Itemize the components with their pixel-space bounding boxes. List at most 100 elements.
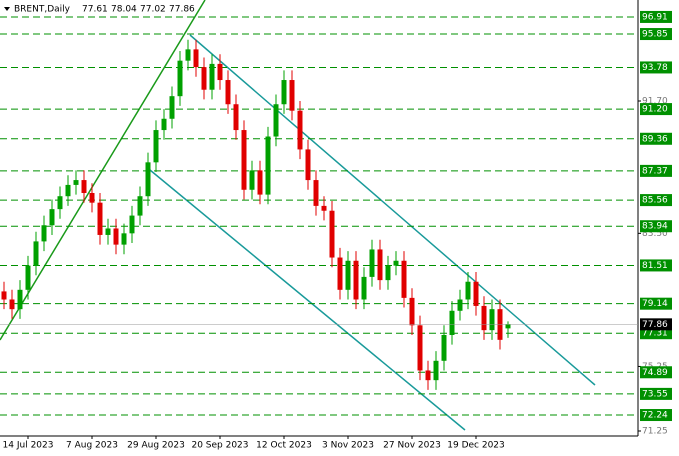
candle-body [329, 210, 335, 258]
level-box [640, 194, 672, 207]
channel-lower [149, 169, 466, 431]
level-box [640, 28, 672, 41]
candle-body [313, 180, 319, 206]
candle-body [273, 104, 279, 137]
candle-body [113, 228, 119, 245]
candle-body [65, 184, 71, 197]
candle-body [121, 233, 127, 245]
level-label: 89.36 [642, 134, 668, 144]
candle-body [73, 180, 79, 185]
candle-body [177, 60, 183, 97]
level-label: 83.94 [642, 222, 668, 232]
level-box [640, 103, 672, 116]
x-tick-label: 14 Jul 2023 [3, 441, 54, 451]
level-box [640, 366, 672, 379]
y-tick-label: 71.25 [642, 426, 668, 436]
candle-body [9, 299, 15, 310]
candle-body [417, 325, 423, 371]
candle-body [377, 249, 383, 281]
candle-body [33, 241, 39, 266]
candle-body [217, 63, 223, 81]
candle-body [489, 309, 495, 331]
candle-body [209, 63, 215, 90]
level-label: 74.89 [642, 368, 668, 378]
candle-body [361, 276, 367, 300]
candle-body [337, 257, 343, 290]
level-label: 77.31 [642, 329, 668, 339]
candle-body [169, 96, 175, 119]
level-box [640, 387, 672, 400]
candle-body [145, 162, 151, 197]
candle-body [129, 215, 135, 234]
header-close: 77.86 [169, 5, 195, 15]
candle-body [185, 49, 191, 61]
level-label: 79.14 [642, 299, 668, 309]
candle-body [457, 299, 463, 311]
level-label: 93.78 [642, 63, 668, 73]
candle-body [289, 80, 295, 111]
candle-body [241, 130, 247, 190]
candle-body [433, 360, 439, 381]
candle-body [265, 136, 271, 195]
candle-body [441, 334, 447, 361]
level-box [640, 132, 672, 145]
menu-arrow [4, 7, 10, 11]
candle-body [465, 281, 471, 300]
candle-body [105, 228, 111, 235]
candle-body [353, 260, 359, 300]
candle-body [409, 297, 415, 326]
level-box [640, 297, 672, 310]
level-label: 95.85 [642, 30, 668, 40]
header-open: 77.61 [82, 5, 108, 15]
level-label: 72.24 [642, 411, 668, 421]
candle-body [81, 180, 87, 193]
candle-body [305, 149, 311, 181]
candle-body [97, 202, 103, 235]
level-box [640, 259, 672, 272]
level-label: 87.37 [642, 166, 668, 176]
level-label: 81.51 [642, 261, 668, 271]
candle-body [473, 281, 479, 306]
candle-body [89, 192, 95, 203]
x-tick-label: 19 Dec 2023 [447, 441, 505, 451]
y-tick-label: 91.70 [642, 97, 668, 107]
level-box [640, 220, 672, 233]
level-label: 73.55 [642, 389, 668, 399]
candle-body [233, 104, 239, 131]
header-high: 78.04 [111, 5, 137, 15]
candle-body [17, 289, 23, 310]
candle-body [249, 170, 255, 190]
x-tick-label: 7 Aug 2023 [66, 441, 118, 451]
level-box [640, 409, 672, 422]
candle-body [161, 118, 167, 131]
candle-body [137, 196, 143, 216]
uptrend-line [0, 0, 206, 341]
candle-body [49, 209, 55, 226]
candle-body [1, 291, 7, 300]
candle-body [57, 196, 63, 210]
level-label: 85.56 [642, 196, 668, 206]
current-price-label: 77.86 [642, 320, 668, 330]
candle-body [401, 260, 407, 298]
candle-body [225, 80, 231, 105]
x-tick-label: 12 Oct 2023 [256, 441, 312, 451]
candle-body [153, 130, 159, 163]
candle-body [193, 49, 199, 68]
level-label: 91.20 [642, 105, 668, 115]
level-label: 96.91 [642, 12, 668, 22]
candle-body [393, 260, 399, 266]
candle-body [321, 205, 327, 211]
y-tick-label: 83.50 [642, 229, 668, 239]
candle-body [281, 80, 287, 105]
level-box [640, 61, 672, 74]
candle-body [505, 324, 511, 329]
level-box [640, 10, 672, 23]
candle-body [201, 67, 207, 90]
x-tick-label: 27 Nov 2023 [383, 441, 441, 451]
candle-body [481, 305, 487, 331]
channel-upper [189, 34, 596, 386]
candle-body [385, 265, 391, 281]
current-price-box [640, 318, 672, 331]
